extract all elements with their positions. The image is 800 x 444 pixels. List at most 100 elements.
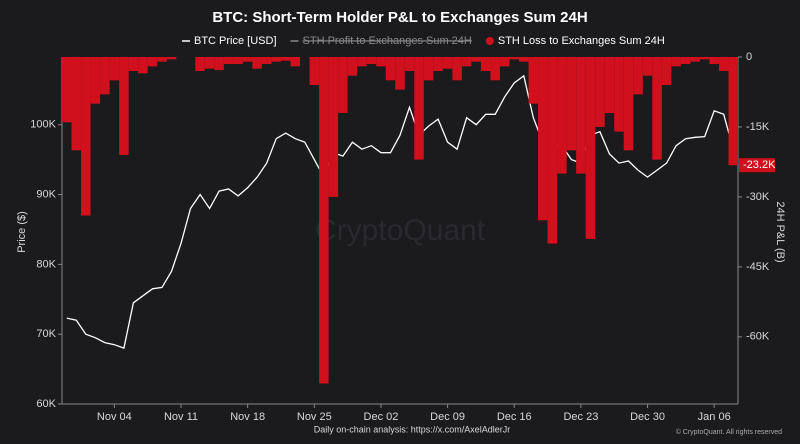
bar	[433, 57, 443, 71]
y-tick-label: 90K	[36, 188, 56, 200]
x-tick-label: Nov 18	[230, 411, 265, 423]
x-tick-label: Nov 04	[97, 411, 132, 423]
bar	[614, 57, 624, 132]
bar	[623, 57, 634, 151]
bar	[385, 57, 396, 81]
bar	[661, 57, 672, 85]
bar	[128, 57, 139, 71]
bar	[271, 57, 281, 62]
bar	[366, 57, 377, 64]
bar	[680, 57, 691, 64]
x-tick-label: Dec 30	[630, 411, 665, 423]
bar	[528, 57, 539, 104]
bar	[547, 57, 558, 244]
bar	[461, 57, 472, 67]
copyright: © CryptoQuant. All rights reserved	[676, 428, 782, 436]
value-label-box	[739, 158, 775, 173]
y-tick-label: 100K	[30, 119, 56, 131]
bar	[214, 57, 224, 71]
bar	[328, 57, 339, 197]
bar	[652, 57, 662, 160]
x-tick-label: Jan 06	[698, 411, 731, 423]
y-axis-title: Price ($)	[16, 211, 28, 253]
bar	[81, 57, 91, 216]
bar	[347, 57, 358, 76]
bar	[280, 57, 291, 61]
bar	[166, 57, 177, 60]
bar	[62, 57, 72, 123]
bar	[309, 57, 320, 85]
bar	[423, 57, 434, 81]
bar	[357, 57, 367, 67]
bar	[242, 57, 253, 62]
bar	[557, 57, 567, 174]
x-tick-label: Nov 25	[297, 411, 332, 423]
y2-tick-label: -30K	[746, 191, 770, 203]
footer: Daily on-chain analysis: https://x.com/A…	[314, 424, 511, 434]
bar	[109, 57, 120, 81]
bar	[195, 57, 205, 71]
chart-title: BTC: Short-Term Holder P&L to Exchanges …	[212, 9, 587, 26]
bar	[480, 57, 491, 71]
bar	[338, 57, 348, 113]
value-label: -23.2K	[743, 159, 776, 171]
y2-tick-label: 0	[746, 51, 752, 63]
y2-tick-label: -15K	[746, 121, 770, 133]
y2-tick-label: -45K	[746, 261, 770, 273]
bar	[395, 57, 405, 90]
bar	[566, 57, 577, 151]
y2-tick-label: -60K	[746, 331, 770, 343]
bar	[71, 57, 82, 151]
bar	[290, 57, 301, 67]
bar	[471, 57, 481, 62]
legend-entry: BTC Price [USD]	[194, 35, 277, 47]
bar	[90, 57, 101, 104]
bar	[490, 57, 500, 81]
bar	[538, 57, 548, 221]
bar	[671, 57, 681, 67]
bar	[119, 57, 129, 155]
bar	[147, 57, 158, 67]
bar	[261, 57, 272, 64]
bar	[204, 57, 215, 69]
bar	[595, 57, 605, 127]
x-tick-label: Dec 09	[430, 411, 465, 423]
bar	[642, 57, 653, 76]
bar	[414, 57, 424, 160]
bar	[585, 57, 596, 239]
bar	[252, 57, 262, 69]
bar	[319, 57, 329, 384]
bar	[633, 57, 643, 95]
bar	[233, 57, 243, 64]
bar	[499, 57, 510, 67]
x-tick-label: Nov 11	[164, 411, 198, 423]
bar	[728, 57, 738, 166]
bar	[404, 57, 415, 71]
bar	[157, 57, 167, 62]
bar	[223, 57, 234, 64]
y2-axis-title: 24H P&L (B)	[774, 201, 786, 262]
bar	[442, 57, 453, 69]
price-line	[66, 74, 734, 349]
bar	[509, 57, 520, 60]
bar	[452, 57, 462, 81]
bar	[699, 57, 710, 60]
bar	[376, 57, 386, 67]
legend-entry: STH Loss to Exchanges Sum 24H	[498, 35, 665, 47]
bar	[519, 57, 529, 62]
y-tick-label: 60K	[36, 398, 56, 410]
bar	[100, 57, 110, 95]
bar	[576, 57, 586, 174]
bar	[604, 57, 615, 113]
x-tick-label: Dec 23	[563, 411, 598, 423]
watermark: CryptoQuant	[315, 214, 486, 247]
x-tick-label: Dec 02	[364, 411, 399, 423]
legend-swatch	[485, 37, 494, 45]
bar	[709, 57, 719, 64]
y-tick-label: 70K	[36, 328, 56, 340]
y-tick-label: 80K	[36, 258, 56, 270]
bar	[138, 57, 148, 74]
x-tick-label: Dec 16	[497, 411, 532, 423]
bar	[690, 57, 700, 62]
